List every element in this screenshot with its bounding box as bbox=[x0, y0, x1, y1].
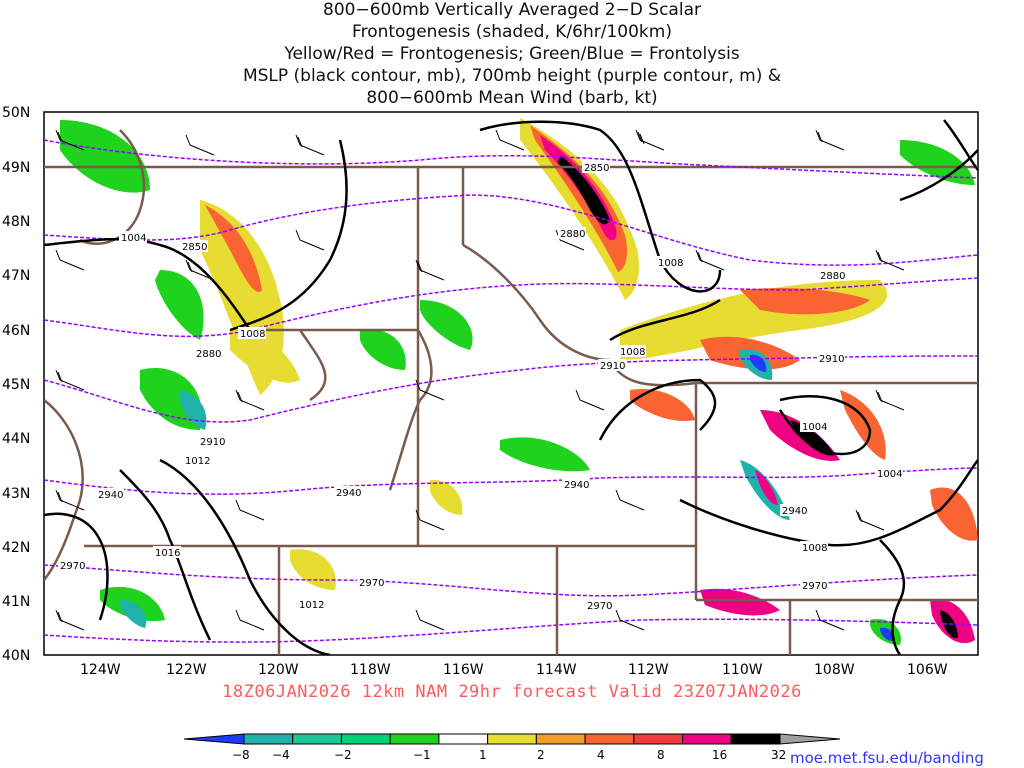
height-label: 2880 bbox=[820, 271, 845, 282]
frontogenesis-shading bbox=[60, 118, 978, 645]
colorbar-segment bbox=[340, 733, 391, 745]
colorbar-label: 32 bbox=[771, 748, 786, 762]
colorbar-max-arrow bbox=[779, 733, 841, 745]
title-line-5: 800−600mb Mean Wind (barb, kt) bbox=[366, 88, 658, 108]
mslp-label: 1012 bbox=[185, 456, 210, 467]
colorbar-min-arrow bbox=[183, 733, 245, 745]
lat-label: 46N bbox=[2, 323, 30, 339]
height-label: 2910 bbox=[600, 361, 625, 372]
colorbar-label: −1 bbox=[413, 748, 431, 762]
height-label: 2970 bbox=[60, 561, 85, 572]
mslp-label: 1008 bbox=[658, 258, 683, 269]
lat-label: 49N bbox=[2, 160, 30, 176]
lat-label: 43N bbox=[2, 486, 30, 502]
colorbar-segment bbox=[682, 733, 732, 745]
mslp-label: 1004 bbox=[121, 233, 146, 244]
colorbar-segment bbox=[584, 733, 635, 745]
colorbar-label: −8 bbox=[232, 748, 250, 762]
lon-label: 106W bbox=[907, 662, 948, 678]
mslp-label: 1012 bbox=[299, 600, 324, 611]
colorbar-label: 4 bbox=[597, 748, 605, 762]
lon-label: 122W bbox=[166, 662, 207, 678]
lon-label: 108W bbox=[814, 662, 855, 678]
colorbar-segment bbox=[730, 733, 781, 745]
title-line-2: Frontogenesis (shaded, K/6hr/100km) bbox=[352, 22, 672, 42]
colorbar-segment bbox=[438, 733, 489, 745]
colorbar-segment bbox=[389, 733, 440, 745]
height-label: 2880 bbox=[196, 349, 221, 360]
height-label: 2970 bbox=[802, 581, 827, 592]
lon-label: 114W bbox=[536, 662, 577, 678]
forecast-valid-time: 18Z06JAN2026 12km NAM 29hr forecast Vali… bbox=[222, 682, 802, 702]
lat-label: 42N bbox=[2, 540, 30, 556]
longitude-axis: 124W 122W 120W 118W 116W 114W 112W 110W … bbox=[80, 662, 948, 678]
colorbar bbox=[183, 733, 841, 745]
mslp-contour-labels: 1004 1008 1008 1012 1012 1016 1008 1004 … bbox=[119, 231, 903, 611]
colorbar-label: 2 bbox=[537, 748, 545, 762]
wind-barbs bbox=[55, 129, 905, 631]
lat-label: 48N bbox=[2, 214, 30, 230]
mslp-label: 1004 bbox=[802, 422, 827, 433]
height-label: 2850 bbox=[584, 163, 609, 174]
height-label: 2940 bbox=[782, 506, 807, 517]
title-line-3: Yellow/Red = Frontogenesis; Green/Blue =… bbox=[284, 44, 740, 64]
lat-label: 44N bbox=[2, 431, 30, 447]
source-url[interactable]: moe.met.fsu.edu/banding bbox=[790, 749, 984, 767]
lon-label: 116W bbox=[443, 662, 484, 678]
height-label: 2970 bbox=[587, 601, 612, 612]
lat-label: 50N bbox=[2, 105, 30, 121]
height-label: 2970 bbox=[359, 578, 384, 589]
lat-label: 45N bbox=[2, 377, 30, 393]
height-label: 2940 bbox=[98, 490, 123, 501]
height-label: 2940 bbox=[336, 488, 361, 499]
lon-label: 118W bbox=[350, 662, 391, 678]
lon-label: 124W bbox=[80, 662, 121, 678]
title-line-4: MSLP (black contour, mb), 700mb height (… bbox=[242, 66, 782, 86]
height-contour-labels: 2850 2880 2880 2850 2880 2910 2910 2910 … bbox=[58, 161, 846, 612]
height-label: 2910 bbox=[200, 437, 225, 448]
mslp-contours bbox=[44, 119, 978, 655]
lon-label: 112W bbox=[628, 662, 669, 678]
latitude-axis: 50N 49N 48N 47N 46N 45N 44N 43N 42N 41N … bbox=[2, 105, 30, 664]
title-line-1: 800−600mb Vertically Averaged 2−D Scalar bbox=[323, 0, 701, 20]
mslp-label: 1008 bbox=[240, 329, 265, 340]
mslp-label: 1008 bbox=[802, 543, 827, 554]
mslp-label: 1016 bbox=[155, 548, 180, 559]
lat-label: 47N bbox=[2, 268, 30, 284]
lat-label: 40N bbox=[2, 648, 30, 664]
colorbar-segment bbox=[243, 733, 294, 745]
colorbar-label: −4 bbox=[272, 748, 290, 762]
height-label: 2880 bbox=[560, 229, 585, 240]
colorbar-segment bbox=[292, 733, 342, 745]
height-label: 2940 bbox=[564, 480, 589, 491]
lon-label: 120W bbox=[258, 662, 299, 678]
colorbar-segment bbox=[535, 733, 586, 745]
colorbar-segment bbox=[633, 733, 684, 745]
lon-label: 110W bbox=[722, 662, 763, 678]
lat-label: 41N bbox=[2, 594, 30, 610]
height-label: 2850 bbox=[182, 242, 207, 253]
colorbar-label: 1 bbox=[479, 748, 487, 762]
mslp-label: 1004 bbox=[877, 469, 902, 480]
colorbar-labels: −8 −4 −2 −1 1 2 4 8 16 32 bbox=[232, 748, 786, 762]
colorbar-label: −2 bbox=[334, 748, 352, 762]
mslp-label: 1008 bbox=[620, 347, 645, 358]
colorbar-segment bbox=[487, 733, 537, 745]
colorbar-label: 8 bbox=[657, 748, 665, 762]
height-label: 2910 bbox=[819, 354, 844, 365]
colorbar-label: 16 bbox=[712, 748, 727, 762]
